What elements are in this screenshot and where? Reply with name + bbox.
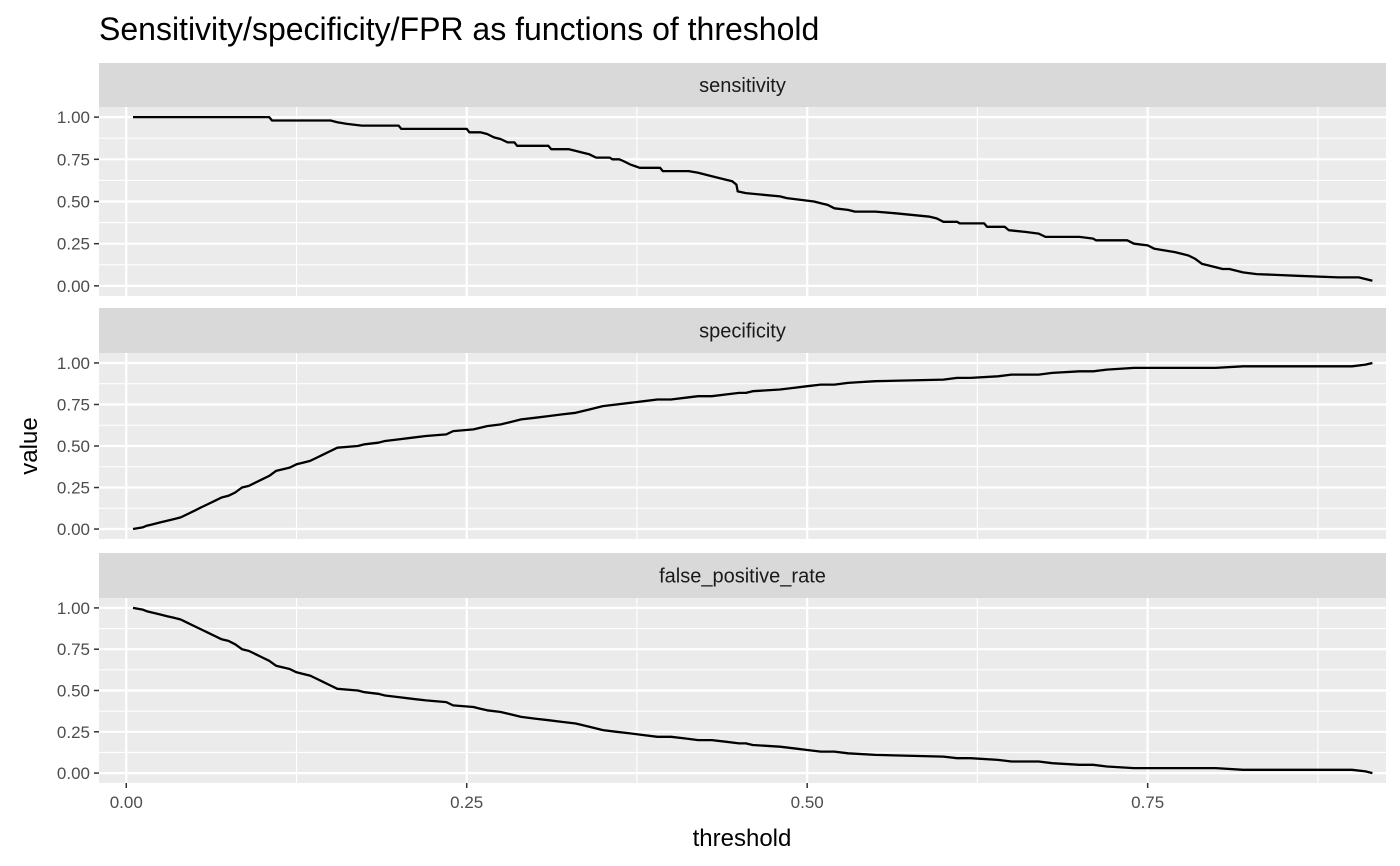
y-tick-label: 0.25 [57, 723, 90, 742]
series-line-specificity [132, 361, 1373, 531]
facets: sensitivity0.000.250.500.751.00specifici… [57, 63, 1386, 783]
y-tick-label: 0.50 [57, 193, 90, 212]
facet-strip [99, 553, 1386, 598]
y-tick-label: 0.75 [57, 640, 90, 659]
facet-sensitivity: sensitivity 0.00 0.25 0.50 0.75 1.00 [57, 63, 1386, 296]
x-axis: 0.00 0.25 0.50 0.75 [110, 783, 1164, 812]
chart-title: Sensitivity/specificity/FPR as functions… [99, 11, 819, 47]
y-tick-label: 1.00 [57, 354, 90, 373]
y-tick-label: 0.75 [57, 150, 90, 169]
facet-false_positive_rate: false_positive_rate 0.00 0.25 0.50 0.75 1.00 [57, 553, 1386, 783]
series-line-sensitivity [133, 115, 1373, 282]
x-tick-label: 0.50 [791, 793, 824, 812]
y-tick-label: 0.75 [57, 395, 90, 414]
y-tick-label: 1.00 [57, 108, 90, 127]
x-tick-label: 0.00 [110, 793, 143, 812]
y-tick-label: 0.00 [57, 764, 90, 783]
y-tick-label: 0.50 [57, 682, 90, 701]
y-tick-label: 1.00 [57, 599, 90, 618]
series-line-false_positive_rate [132, 606, 1373, 775]
facet-strip-label: false_positive_rate [659, 566, 826, 588]
y-tick-label: 0.00 [57, 520, 90, 539]
facet-strip-label: sensitivity [699, 75, 786, 97]
y-tick-label: 0.50 [57, 437, 90, 456]
y-tick-label: 0.25 [57, 235, 90, 254]
x-axis-title: threshold [693, 825, 792, 852]
facet-strip [99, 308, 1386, 353]
x-tick-label: 0.25 [450, 793, 483, 812]
y-tick-label: 0.25 [57, 479, 90, 498]
facet-strip-label: specificity [699, 321, 786, 343]
facet-strip [99, 63, 1386, 107]
x-tick-label: 0.75 [1131, 793, 1164, 812]
y-axis-title: value [16, 417, 43, 474]
y-tick-label: 0.00 [57, 277, 90, 296]
facet-specificity: specificity 0.00 0.25 0.50 0.75 1.00 [57, 308, 1386, 539]
